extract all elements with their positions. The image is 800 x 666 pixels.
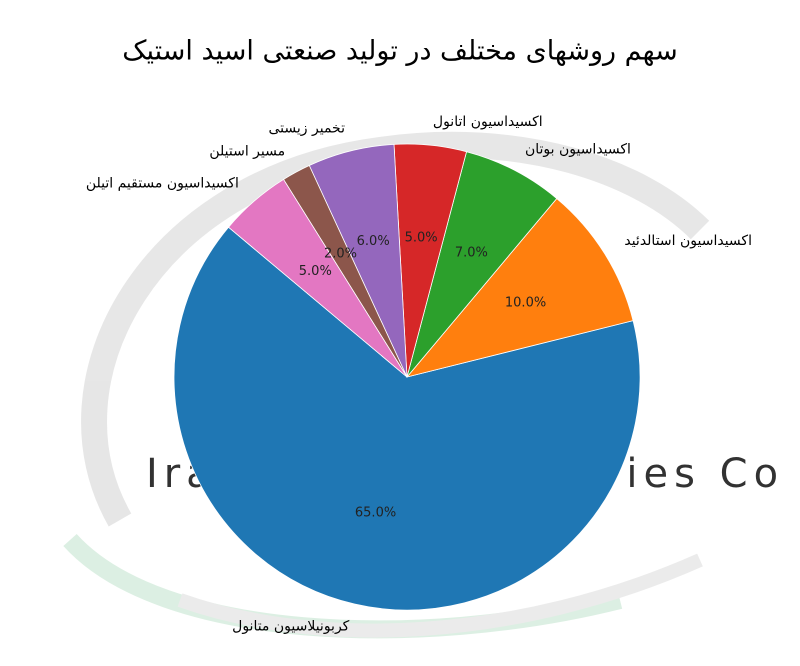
pct-label: 6.0%	[357, 234, 390, 249]
pct-label: 5.0%	[299, 264, 332, 279]
pie: 65.0% کربونیلاسیون متانول 10.0% اکسیداسیون …	[86, 114, 752, 635]
slice-label: اکسیداسیون اتانول	[433, 114, 543, 130]
pct-label: 7.0%	[455, 245, 488, 260]
slice-label: اکسیداسیون مستقیم اتیلن	[86, 176, 239, 192]
pie-slice	[227, 178, 408, 378]
pct-label: 5.0%	[405, 230, 438, 245]
pct-label: 65.0%	[355, 506, 396, 521]
pie-slice	[405, 197, 634, 378]
chart-title: سهم روشهای مختلف در تولید صنعتی اسید است…	[122, 36, 677, 67]
slice-label: اکسیداسیون بوتان	[525, 141, 631, 157]
slice-label: تخمیر زیستی	[269, 120, 346, 136]
pct-label: 10.0%	[505, 295, 546, 310]
pie-slice	[173, 226, 641, 611]
pie-slice	[406, 151, 558, 378]
slice-label: مسیر استیلن	[209, 144, 285, 160]
slice-label: کربونیلاسیون متانول	[232, 619, 350, 635]
slice-label: اکسیداسیون استالدئید	[624, 233, 752, 249]
pct-label: 2.0%	[324, 247, 357, 262]
